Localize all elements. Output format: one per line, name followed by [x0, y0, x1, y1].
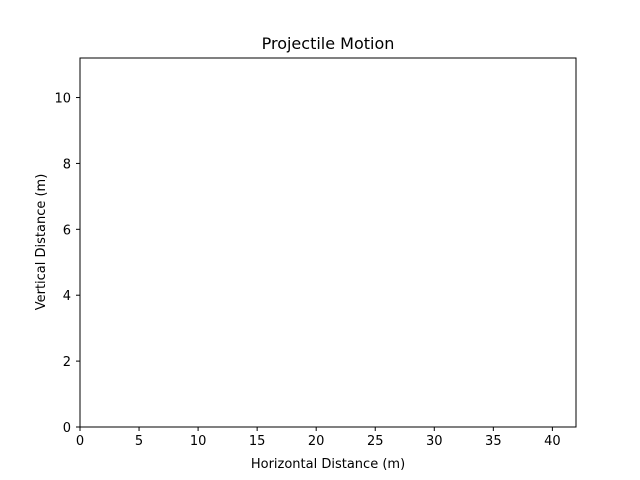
x-axis: 0 5 10 15 20 25 30 35 40 [76, 427, 561, 449]
x-tick-label: 25 [367, 434, 384, 449]
x-tick-label: 5 [135, 434, 143, 449]
x-tick-label: 10 [190, 434, 207, 449]
x-tick-label: 35 [485, 434, 502, 449]
x-tick-label: 0 [76, 434, 84, 449]
y-tick-label: 8 [63, 157, 71, 172]
chart-title: Projectile Motion [262, 34, 395, 53]
y-tick-label: 0 [63, 421, 71, 436]
x-axis-label: Horizontal Distance (m) [251, 457, 405, 472]
x-tick-label: 30 [426, 434, 443, 449]
y-tick-label: 4 [63, 289, 71, 304]
y-tick-label: 2 [63, 355, 71, 370]
plot-area-frame [79, 57, 577, 428]
x-tick-label: 20 [308, 434, 325, 449]
x-tick-label: 15 [249, 434, 266, 449]
y-axis: 0 2 4 6 8 10 [54, 92, 80, 436]
y-axis-label: Vertical Distance (m) [34, 174, 49, 311]
x-tick-label: 40 [544, 434, 561, 449]
y-tick-label: 10 [54, 92, 71, 107]
y-tick-label: 6 [63, 223, 71, 238]
